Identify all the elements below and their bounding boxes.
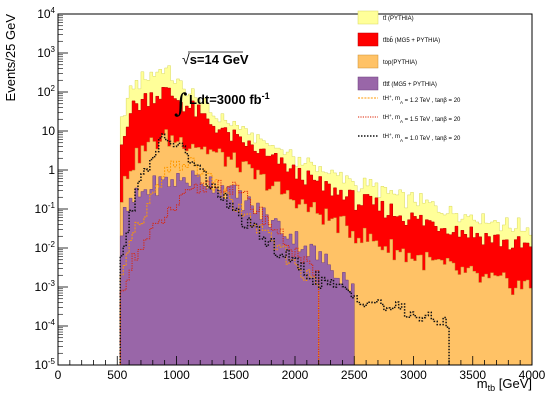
y-tick-label: 103 (37, 45, 55, 60)
luminosity-annotation: Ldt=3000 fb-1 (189, 91, 270, 107)
x-tick-label: 3000 (400, 368, 427, 382)
y-tick-label: 104 (37, 6, 55, 21)
signal-histogram-1 (119, 157, 320, 365)
legend-swatch (357, 32, 379, 47)
y-tick-label: 10-2 (35, 240, 56, 255)
signal-histogram-2 (119, 179, 320, 365)
x-tick-label: 3500 (459, 368, 486, 382)
stack-histogram-4 (119, 170, 355, 365)
legend-label: tH+, mA = 1.5 TeV , tanβ = 20 (383, 113, 461, 124)
legend: tt̄ (PYTHIA) tt̄bb̄ (MG5 + PYTHIA) top(PYT… (357, 10, 461, 143)
signal-histogram-3 (119, 133, 450, 365)
y-tick-label: 10 (42, 124, 56, 138)
signal-histograms (119, 133, 450, 365)
legend-label: tH+, mA = 1.0 TeV , tanβ = 20 (383, 132, 461, 143)
x-tick-label: 2500 (341, 368, 368, 382)
y-tick-label: 102 (37, 84, 55, 99)
legend-swatch (357, 76, 379, 91)
x-tick-label: 0 (55, 368, 62, 382)
legend-label: top(PYTHIA) (383, 60, 417, 66)
stacked-histograms (119, 65, 532, 365)
legend-label: tH+, mA = 1.2 TeV , tanβ = 20 (383, 94, 461, 105)
x-tick-label: 500 (107, 368, 127, 382)
legend-label: tt̄bb̄ (MG5 + PYTHIA) (383, 37, 440, 44)
x-tick-label: 1500 (222, 368, 249, 382)
x-tick-label: 4000 (519, 368, 546, 382)
x-tick-label: 1000 (163, 368, 190, 382)
y-tick-label: 1 (48, 163, 55, 177)
x-axis: 0 500 1000 1500 2000 2500 3000 3500 4000 (55, 356, 546, 382)
y-tick-label: 10-1 (35, 201, 56, 216)
energy-annotation: √s=14 GeV (182, 51, 249, 67)
y-tick-label: 10-3 (35, 279, 56, 294)
y-tick-label: 10-4 (35, 318, 56, 333)
legend-swatch (357, 10, 379, 25)
legend-label: tt̄ (PYTHIA) (383, 15, 414, 22)
integral-sign: ∫ (174, 89, 188, 119)
y-axis-title: Events/25 GeV (3, 14, 18, 102)
y-tick-label: 10-5 (35, 357, 56, 372)
x-axis-title: mtb [GeV] (477, 376, 532, 393)
legend-swatch (357, 54, 379, 69)
x-tick-label: 2000 (282, 368, 309, 382)
legend-label: tt̄tt̄ (MG5 + PYTHIA) (383, 81, 437, 88)
